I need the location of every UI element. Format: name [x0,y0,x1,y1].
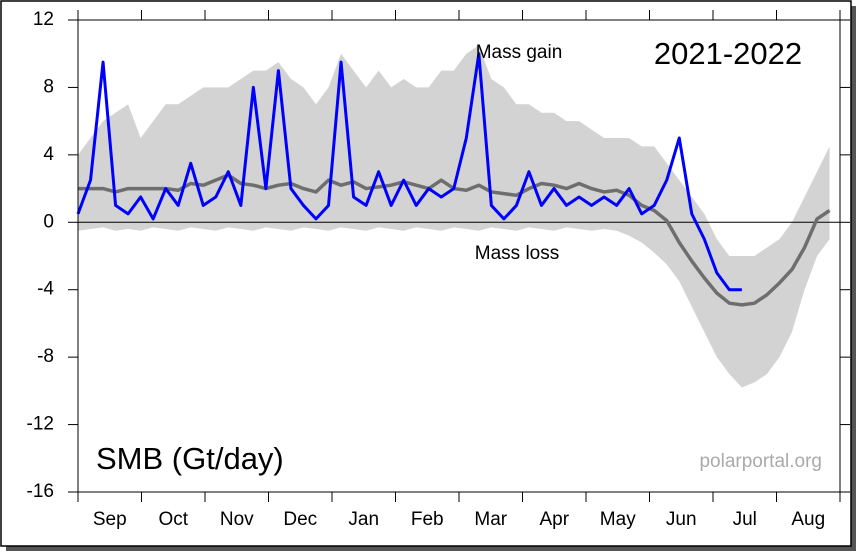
chart-title: 2021-2022 [654,36,802,71]
y-tick-label: -4 [37,279,54,300]
x-tick-label: Mar [474,509,507,530]
y-tick-label: 12 [33,9,54,30]
x-tick-label: Feb [411,509,444,530]
annotation: Mass loss [475,243,559,264]
x-tick-label: Jul [733,509,757,530]
x-tick-label: Sep [93,509,127,530]
y-tick-label: -12 [27,414,54,435]
annotation: Mass gain [476,42,563,63]
y-tick-label: 4 [43,144,54,165]
watermark: polarportal.org [699,451,822,472]
x-tick-label: Oct [158,509,188,530]
y-tick-label: -16 [27,481,54,502]
x-tick-label: May [600,509,636,530]
x-tick-label: Nov [220,509,254,530]
x-tick-label: Dec [283,509,317,530]
x-tick-label: Aug [791,509,825,530]
y-tick-label: 8 [43,76,54,97]
series-line [76,52,742,292]
y-label: SMB (Gt/day) [96,441,284,476]
y-tick-label: -8 [37,346,54,367]
plot-area [76,45,840,388]
x-tick-label: Jun [666,509,697,530]
x-tick-label: Jan [348,509,379,530]
range-band [78,45,830,388]
x-tick-label: Apr [539,509,569,530]
y-tick-label: 0 [43,211,54,232]
